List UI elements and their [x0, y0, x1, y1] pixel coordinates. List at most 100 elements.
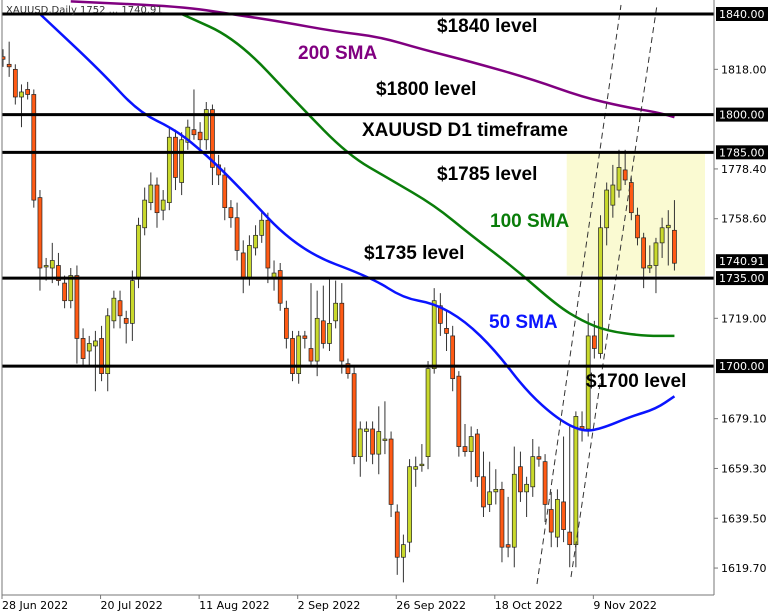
- price-label-text: 1840.00: [719, 8, 765, 21]
- candle-body: [561, 501, 566, 530]
- candle: [166, 127, 172, 211]
- price-label-text: 1740.91: [719, 255, 765, 268]
- candle: [438, 293, 443, 336]
- chart-header: XAUUSD,Daily 1752 ... 1740.91: [6, 5, 163, 16]
- candle-body: [130, 280, 135, 324]
- consolidation-zone: [566, 152, 705, 276]
- candle-body: [234, 217, 240, 251]
- price-label-text: 1800.00: [719, 109, 765, 122]
- candle-body: [154, 184, 160, 214]
- candle: [173, 129, 178, 191]
- candle: [388, 431, 394, 517]
- candle: [6, 41, 12, 77]
- candle-body: [6, 63, 12, 68]
- candle-body: [511, 473, 517, 548]
- candle: [672, 200, 677, 271]
- candle: [419, 444, 425, 472]
- candle: [111, 290, 117, 329]
- candle: [210, 104, 215, 186]
- candle-body: [456, 375, 462, 447]
- candle-body: [487, 491, 492, 505]
- candle: [123, 310, 129, 344]
- candle-body: [536, 456, 542, 460]
- candle-body: [647, 265, 653, 269]
- candle-body: [474, 433, 480, 478]
- candle: [407, 459, 412, 553]
- annotation-200-sma: 200 SMA: [298, 43, 377, 64]
- price-label-box: [716, 145, 768, 160]
- candle: [31, 89, 37, 208]
- candle: [499, 481, 505, 563]
- candle: [2, 49, 6, 67]
- candle-body: [598, 227, 603, 354]
- candle: [376, 406, 382, 475]
- price-tick-label: 1758.60: [721, 213, 767, 226]
- candle: [74, 265, 80, 364]
- candle-body: [610, 184, 616, 206]
- candle: [370, 421, 375, 465]
- price-label-box: [716, 254, 768, 269]
- candle-body: [468, 436, 474, 452]
- candle-body: [573, 416, 579, 546]
- candle: [253, 225, 258, 256]
- candle-body: [413, 466, 419, 470]
- candle-body: [290, 338, 295, 374]
- candle: [234, 202, 240, 261]
- candle-body: [419, 463, 425, 467]
- price-label-box: [716, 359, 768, 374]
- candle: [284, 300, 289, 349]
- candle-body: [296, 335, 302, 374]
- candle: [160, 190, 166, 221]
- candle-body: [604, 189, 610, 229]
- candle: [320, 285, 326, 349]
- price-tick-label: 1818.00: [721, 63, 767, 76]
- candle: [222, 167, 228, 221]
- candle-body: [19, 91, 24, 98]
- channel-line-left: [536, 4, 622, 585]
- candle: [604, 182, 610, 246]
- trend-channel: [536, 4, 658, 585]
- candle: [56, 252, 61, 286]
- candle: [659, 217, 665, 258]
- candle: [474, 428, 480, 487]
- time-tick-label: 18 Oct 2022: [495, 599, 563, 612]
- candle-body: [376, 431, 382, 455]
- candle: [610, 164, 616, 218]
- candle: [290, 330, 295, 382]
- candle-body: [320, 320, 326, 344]
- candle: [462, 423, 468, 457]
- candle-body: [68, 275, 74, 302]
- candle-body: [635, 214, 640, 239]
- candle: [19, 84, 24, 128]
- candle-body: [388, 438, 394, 505]
- annotation-100-sma: 100 SMA: [490, 211, 569, 232]
- candle-body: [197, 131, 203, 141]
- candle-body: [357, 428, 363, 457]
- price-label-text: 1785.00: [719, 146, 765, 159]
- candle-body: [86, 343, 92, 352]
- candle-body: [80, 338, 86, 359]
- candle: [635, 207, 640, 246]
- candle: [524, 476, 529, 517]
- annotation-title: XAUUSD D1 timeframe: [362, 120, 568, 141]
- candle: [456, 371, 462, 457]
- candle-body: [166, 136, 172, 203]
- price-label-box: [716, 7, 768, 21]
- candle-body: [407, 466, 412, 543]
- candle: [25, 81, 30, 100]
- candle-body: [672, 229, 677, 264]
- candle: [364, 421, 369, 462]
- candle: [548, 491, 554, 548]
- 50-sma-line: [39, 13, 676, 432]
- time-tick-label: 26 Sep 2022: [396, 599, 466, 612]
- price-label-box: [716, 107, 768, 122]
- candle-body: [117, 300, 123, 317]
- candle-body: [481, 476, 486, 508]
- candle-body: [505, 544, 511, 548]
- candle: [130, 270, 135, 341]
- candle-body: [111, 297, 117, 322]
- candle: [357, 421, 363, 477]
- candle: [598, 215, 603, 359]
- candle: [197, 122, 203, 150]
